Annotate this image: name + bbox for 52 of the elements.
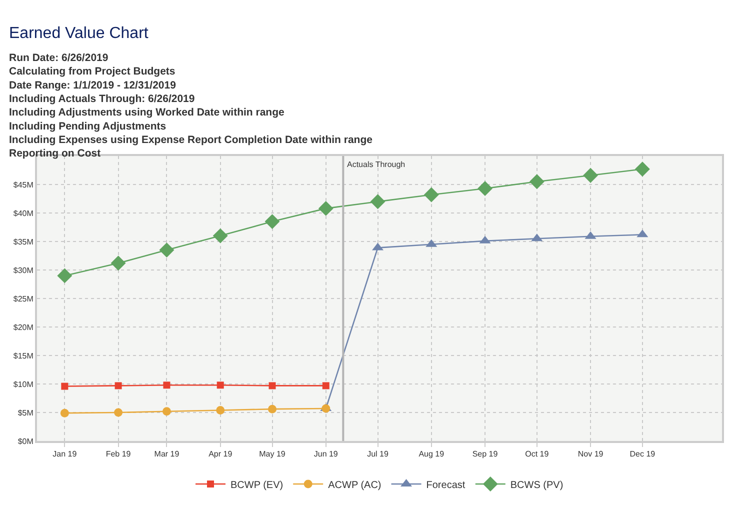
x-tick-label: Feb 19 [106,450,132,459]
point [318,200,334,216]
legend-label: BCWP (EV) [230,480,284,491]
y-tick-label: $35M [13,237,34,246]
point [634,162,650,177]
y-tick-label: $25M [13,294,34,304]
point [61,382,68,390]
point [163,382,170,389]
legend-label: BCWS (PV) [510,480,564,491]
y-tick-label: $20M [13,322,34,332]
point [57,268,72,284]
point [370,194,386,210]
point [114,382,122,390]
point [162,407,171,416]
point [322,382,330,390]
chart-subtitle: Run Date: 6/26/2019 Calculating from Project Budgets Date Range: 1/1/2019 - 12/31/2019 Including Actuals Through: 6/26/2019 Including Adjustments using Worked Date within range Including Pending Adjustments Including Expenses using Expense Report Completion Date within range Reporting on Cost [9,52,373,160]
point [478,181,492,196]
y-tick-label: $10M [13,380,34,389]
y-tick-label: $15M [13,351,34,360]
y-tick-label: $5M [18,408,34,418]
legend-label: ACWP (AC) [328,480,382,491]
point [424,187,439,202]
point [264,214,280,230]
y-tick-label: $0M [18,436,34,446]
point [159,242,174,258]
x-tick-label: Nov 19 [578,450,604,459]
chart-title: Earned Value Chart [9,25,149,42]
point [268,404,276,414]
y-tick-label: $30M [13,266,34,275]
y-tick-label: $45M [13,180,34,190]
point [529,174,544,190]
x-tick-label: Aug 19 [418,450,445,459]
x-tick-label: Jul 19 [367,450,389,459]
x-tick-label: Apr 19 [208,450,233,459]
x-tick-label: Oct 19 [525,450,550,459]
x-tick-label: Dec 19 [630,450,656,459]
x-tick-label: Jun 19 [314,450,338,459]
point [60,408,69,418]
point [216,406,225,414]
point [114,408,123,417]
x-tick-label: Jan 19 [52,450,78,459]
point [268,382,276,390]
ref-line-label: Actuals Through [347,160,406,169]
x-tick-label: Sep 19 [472,450,498,459]
x-tick-label: Mar 19 [154,450,180,459]
x-tick-label: May 19 [259,450,286,459]
point [212,228,228,244]
point [216,382,224,389]
y-tick-label: $40M [13,208,34,218]
legend-label: Forecast [426,480,466,491]
point [110,256,126,271]
point [583,168,598,183]
